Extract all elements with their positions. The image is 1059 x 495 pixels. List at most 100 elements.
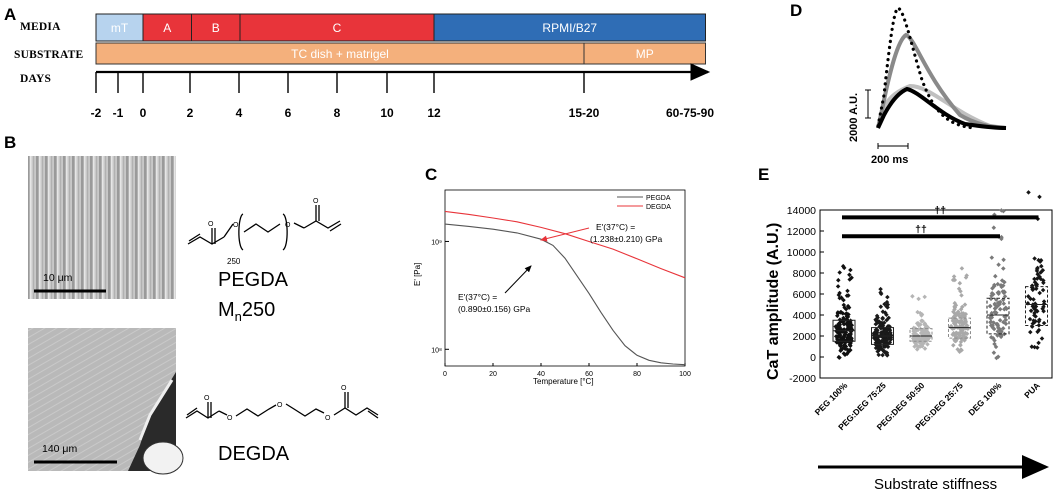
sem-debris-edge bbox=[138, 379, 174, 441]
panel-b-label: B bbox=[4, 133, 16, 152]
chart-c-ylabel: E' [Pa] bbox=[413, 263, 422, 286]
e-point bbox=[873, 337, 879, 343]
e-box-5 bbox=[1025, 286, 1048, 326]
calcium-transients bbox=[876, 6, 1007, 130]
c-ytick-label-1: 10⁸ bbox=[431, 347, 442, 354]
e-ytick-label-3: 4000 bbox=[793, 310, 817, 322]
e-point bbox=[1032, 344, 1037, 350]
e-point bbox=[880, 315, 885, 321]
e-point bbox=[885, 305, 890, 310]
e-point bbox=[885, 302, 891, 307]
annotation-degda-1: E'(37°C) = bbox=[596, 222, 635, 232]
annotation-pegda-1: E'(37°C) = bbox=[458, 292, 497, 302]
e-point bbox=[878, 286, 883, 292]
e-point bbox=[879, 338, 885, 344]
c-xtick-label-4: 80 bbox=[633, 371, 641, 378]
e-point bbox=[1002, 294, 1008, 299]
e-ytick-label-1: 0 bbox=[810, 352, 816, 364]
e-point bbox=[996, 290, 1001, 295]
scale-label-horizontal: 200 ms bbox=[871, 154, 908, 166]
e-point bbox=[992, 282, 997, 288]
e-point bbox=[1003, 317, 1009, 323]
e-point bbox=[958, 342, 963, 348]
annotation-arrow-degda bbox=[540, 227, 590, 242]
e-point bbox=[953, 322, 958, 328]
e-point bbox=[846, 305, 852, 310]
chart-c-xlabel: Temperature [°C] bbox=[533, 377, 594, 386]
pegda-o3: O bbox=[285, 222, 291, 229]
e-point bbox=[1028, 308, 1034, 314]
degda-o4: O bbox=[325, 415, 331, 422]
e-point bbox=[841, 334, 847, 340]
e-point bbox=[919, 336, 924, 341]
e-point bbox=[874, 328, 879, 334]
pegda-repeat: 250 bbox=[227, 257, 241, 266]
e-point bbox=[1033, 286, 1039, 291]
e-point bbox=[885, 294, 890, 300]
media-segment-label-0: mT bbox=[111, 21, 129, 35]
substrate-row-label: SUBSTRATE bbox=[14, 49, 83, 61]
e-point bbox=[989, 255, 995, 260]
e-point bbox=[847, 320, 852, 325]
e-point bbox=[1028, 296, 1033, 302]
degda-o2: O bbox=[227, 415, 233, 422]
scale-label-bottom: 140 μm bbox=[42, 443, 77, 455]
day-tick-label-1: -1 bbox=[113, 106, 124, 120]
e-point bbox=[1032, 256, 1037, 261]
e-point bbox=[989, 335, 994, 340]
e-point bbox=[922, 294, 927, 300]
e-point bbox=[883, 344, 888, 349]
e-point bbox=[1028, 329, 1033, 335]
e-point bbox=[1027, 316, 1033, 322]
e-point bbox=[1041, 280, 1046, 286]
e-point bbox=[1001, 257, 1006, 263]
e-point bbox=[888, 330, 893, 336]
e-point bbox=[1037, 317, 1042, 323]
e-point bbox=[911, 328, 917, 334]
day-tick-label-7: 10 bbox=[380, 106, 394, 120]
e-point bbox=[837, 270, 842, 275]
panel-d-label: D bbox=[790, 1, 802, 20]
chart-c-legend: PEGDA DEGDA bbox=[617, 195, 671, 211]
e-point bbox=[847, 324, 852, 330]
e-point bbox=[951, 343, 956, 348]
e-point bbox=[997, 306, 1003, 312]
e-point bbox=[915, 309, 920, 315]
e-point bbox=[999, 284, 1004, 290]
e-ytick-label-4: 6000 bbox=[793, 289, 817, 301]
e-point bbox=[955, 309, 961, 314]
e-point bbox=[1036, 323, 1042, 328]
substrate-segment-1 bbox=[583, 42, 706, 65]
e-point bbox=[956, 286, 962, 292]
e-point bbox=[952, 304, 957, 309]
e-point bbox=[878, 290, 883, 295]
e-point bbox=[1040, 287, 1046, 293]
e-point bbox=[910, 294, 915, 299]
e-point bbox=[882, 338, 888, 344]
e-point bbox=[877, 321, 883, 326]
pegda-o4: O bbox=[313, 198, 319, 205]
e-point bbox=[959, 330, 964, 335]
annotation-pegda-2: (0.890±0.156) GPa bbox=[458, 304, 531, 314]
e-point bbox=[839, 295, 844, 300]
c-xtick-label-2: 40 bbox=[537, 371, 545, 378]
e-ytick-label-6: 10000 bbox=[787, 247, 816, 259]
e-point bbox=[1032, 310, 1037, 316]
e-point bbox=[957, 333, 963, 339]
e-point bbox=[951, 309, 956, 315]
trace-black bbox=[876, 86, 1007, 130]
e-point bbox=[992, 338, 997, 343]
e-point bbox=[951, 274, 957, 279]
day-tick-label-9: 15-20 bbox=[569, 106, 600, 120]
chart-e-ylabel: CaT amplitude (A.U.) bbox=[765, 223, 782, 380]
e-sig-label-0: †† bbox=[915, 223, 927, 235]
e-point bbox=[878, 304, 884, 309]
day-tick-label-4: 4 bbox=[236, 106, 243, 120]
media-segment-label-3: C bbox=[333, 21, 342, 35]
c-xtick-label-1: 20 bbox=[489, 371, 497, 378]
e-box-4 bbox=[986, 297, 1010, 335]
annotation-arrow-pegda bbox=[504, 265, 532, 294]
e-point bbox=[961, 311, 966, 316]
e-point bbox=[962, 302, 968, 307]
